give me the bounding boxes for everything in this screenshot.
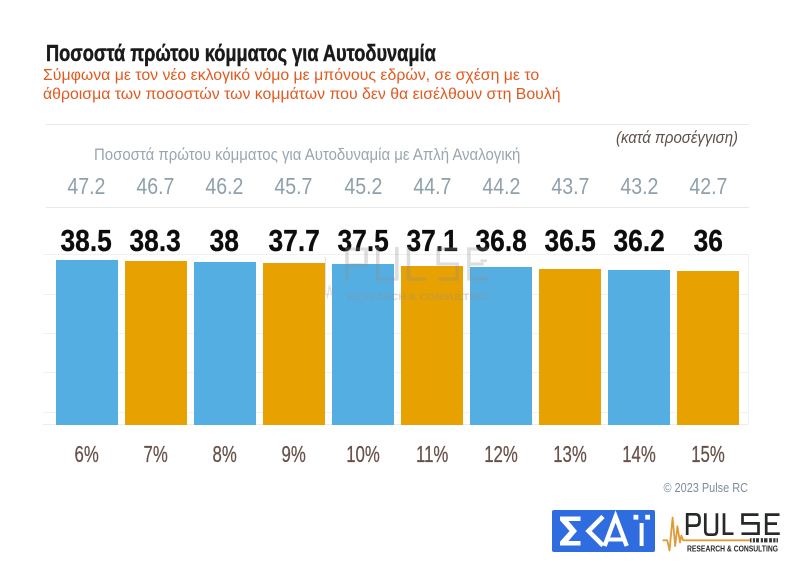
svg-text:RESEARCH & CONSULTING: RESEARCH & CONSULTING <box>687 545 778 554</box>
svg-text:RESEARCH & CONSULTING: RESEARCH & CONSULTING <box>347 292 488 302</box>
